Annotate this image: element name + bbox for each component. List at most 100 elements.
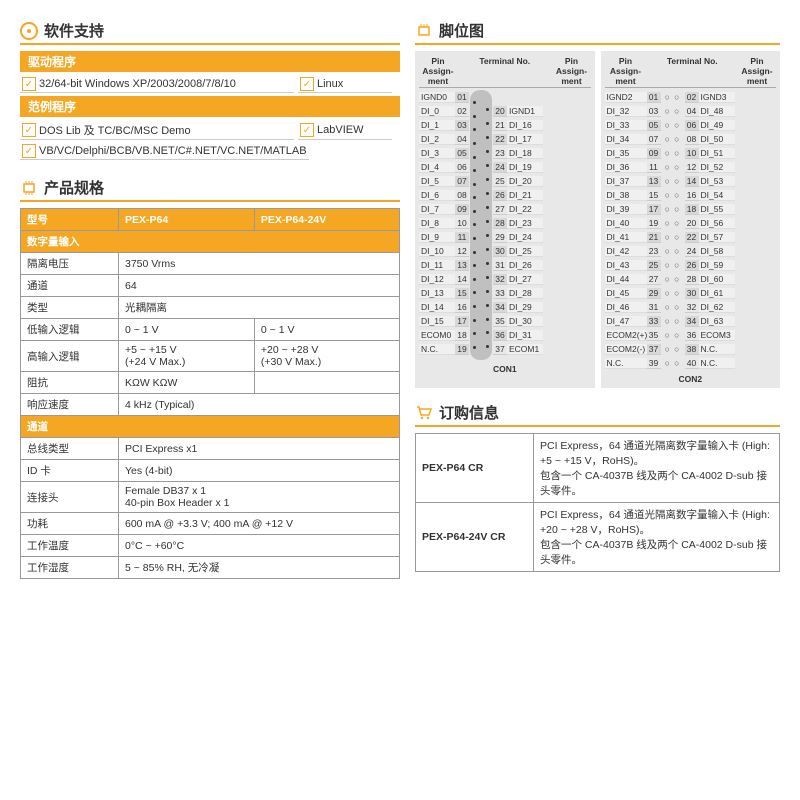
pin-row: DI_406 — [419, 160, 469, 174]
col-assign: Pin Assign-ment — [419, 55, 457, 87]
spec-label: 连接头 — [21, 482, 119, 513]
pin-row: 23DI_18 — [493, 146, 543, 160]
chip-icon — [20, 179, 38, 197]
con2-label: CON2 — [605, 374, 777, 384]
spec-label: ID 卡 — [21, 460, 119, 482]
pin-row: DI_35 09 ○ ○ 10 DI_51 — [605, 146, 777, 160]
pin-row: DI_44 27 ○ ○ 28 DI_60 — [605, 272, 777, 286]
pin-row: 31DI_26 — [493, 258, 543, 272]
col-assign: Pin Assign-ment — [738, 55, 776, 87]
spec-value: 4 kHz (Typical) — [119, 394, 400, 416]
pin-row: 34DI_29 — [493, 300, 543, 314]
spec-value: Female DB37 x 1 40-pin Box Header x 1 — [119, 482, 400, 513]
spec-label: 高输入逻辑 — [21, 341, 119, 372]
pin-row: IGND2 01 ○ ○ 02 IGND3 — [605, 90, 777, 104]
order-table: PEX-P64 CR PCI Express，64 通道光隔离数字量输入卡 (H… — [415, 433, 780, 572]
order-desc: PCI Express，64 通道光隔离数字量输入卡 (High: +5 ~ +… — [534, 434, 780, 503]
check-item: ✓ VB/VC/Delphi/BCB/VB.NET/C#.NET/VC.NET/… — [20, 143, 309, 160]
pin-row: 32DI_27 — [493, 272, 543, 286]
con1-label: CON1 — [419, 364, 591, 374]
pin-row: DI_1416 — [419, 300, 469, 314]
pin-row: DI_911 — [419, 230, 469, 244]
pin-row: 20IGND1 — [493, 104, 543, 118]
col-assign: Pin Assign-ment — [605, 55, 647, 87]
pin-row: DI_1214 — [419, 272, 469, 286]
pin-row: N.C.19 — [419, 342, 469, 356]
spec-label: 阻抗 — [21, 372, 119, 394]
specs-table: 型号 PEX-P64 PEX-P64-24V 数字量输入 隔离电压3750 Vr… — [20, 208, 400, 579]
pin-row: DI_34 07 ○ ○ 08 DI_50 — [605, 132, 777, 146]
spec-label: 工作湿度 — [21, 557, 119, 579]
pin-row: N.C. 39 ○ ○ 40 N.C. — [605, 356, 777, 370]
pin-row: DI_43 25 ○ ○ 26 DI_59 — [605, 258, 777, 272]
pin-row: 35DI_30 — [493, 314, 543, 328]
spec-label: 低输入逻辑 — [21, 319, 119, 341]
order-header: 订购信息 — [415, 402, 780, 427]
model-label: 型号 — [21, 209, 119, 231]
chip-icon — [415, 22, 433, 40]
pin-row: DI_810 — [419, 216, 469, 230]
cart-icon — [415, 404, 433, 422]
con2-pinout: Pin Assign-ment Terminal No. Pin Assign-… — [601, 51, 781, 388]
pin-row: DI_305 — [419, 146, 469, 160]
spec-value: KΩW KΩW — [119, 372, 255, 394]
col-term: Terminal No. — [457, 55, 553, 87]
pin-row: DI_1315 — [419, 286, 469, 300]
pin-row: 24DI_19 — [493, 160, 543, 174]
drivers-label: 驱动程序 — [20, 51, 400, 72]
pin-row: DI_45 29 ○ ○ 30 DI_61 — [605, 286, 777, 300]
pin-row: DI_36 11 ○ ○ 12 DI_52 — [605, 160, 777, 174]
check-label: DOS Lib 及 TC/BC/MSC Demo — [39, 122, 191, 138]
pin-row: DI_39 17 ○ ○ 18 DI_55 — [605, 202, 777, 216]
pin-row: DI_103 — [419, 118, 469, 132]
spec-label: 功耗 — [21, 513, 119, 535]
check-icon: ✓ — [300, 123, 314, 137]
pin-row: 28DI_23 — [493, 216, 543, 230]
spec-value: +20 ~ +28 V (+30 V Max.) — [254, 341, 399, 372]
spec-value: 0 ~ 1 V — [119, 319, 255, 341]
order-model: PEX-P64-24V CR — [416, 503, 534, 572]
check-item: ✓ Linux — [298, 76, 392, 93]
model1: PEX-P64 — [119, 209, 255, 231]
pin-row: DI_507 — [419, 174, 469, 188]
check-label: Linux — [317, 78, 343, 90]
spec-label: 响应速度 — [21, 394, 119, 416]
pin-row: DI_38 15 ○ ○ 16 DI_54 — [605, 188, 777, 202]
order-desc: PCI Express，64 通道光隔离数字量输入卡 (High: +20 ~ … — [534, 503, 780, 572]
order-title: 订购信息 — [439, 402, 499, 423]
pin-row: DI_47 33 ○ ○ 34 DI_63 — [605, 314, 777, 328]
spec-label: 通道 — [21, 275, 119, 297]
pin-row: DI_1113 — [419, 258, 469, 272]
check-item: ✓ 32/64-bit Windows XP/2003/2008/7/8/10 — [20, 76, 294, 93]
pin-row: 37ECOM1 — [493, 342, 543, 356]
check-icon: ✓ — [300, 77, 314, 91]
pin-row: DI_002 — [419, 104, 469, 118]
spec-value: PCI Express x1 — [119, 438, 400, 460]
spec-value — [254, 372, 399, 394]
pin-row: 29DI_24 — [493, 230, 543, 244]
pin-row: DI_1517 — [419, 314, 469, 328]
pin-row: 36DI_31 — [493, 328, 543, 342]
spec-label: 工作温度 — [21, 535, 119, 557]
spec-value: Yes (4-bit) — [119, 460, 400, 482]
pin-row: DI_1012 — [419, 244, 469, 258]
check-item: ✓ DOS Lib 及 TC/BC/MSC Demo — [20, 121, 294, 140]
pin-row: DI_33 05 ○ ○ 06 DI_49 — [605, 118, 777, 132]
pin-row: DI_42 23 ○ ○ 24 DI_58 — [605, 244, 777, 258]
spec-value: 0°C ~ +60°C — [119, 535, 400, 557]
check-label: VB/VC/Delphi/BCB/VB.NET/C#.NET/VC.NET/MA… — [39, 145, 307, 157]
spec-value: 5 ~ 85% RH, 无冷凝 — [119, 557, 400, 579]
cd-icon — [20, 22, 38, 40]
col-assign: Pin Assign-ment — [553, 55, 591, 87]
order-model: PEX-P64 CR — [416, 434, 534, 503]
pin-row: 27DI_22 — [493, 202, 543, 216]
pin-row: 25DI_20 — [493, 174, 543, 188]
pin-row: DI_32 03 ○ ○ 04 DI_48 — [605, 104, 777, 118]
spec-value: 3750 Vrms — [119, 253, 400, 275]
pin-row: 22DI_17 — [493, 132, 543, 146]
pin-row: DI_709 — [419, 202, 469, 216]
pin-row: 30DI_25 — [493, 244, 543, 258]
check-icon: ✓ — [22, 123, 36, 137]
specs-title: 产品规格 — [44, 177, 104, 198]
pin-row: 21DI_16 — [493, 118, 543, 132]
